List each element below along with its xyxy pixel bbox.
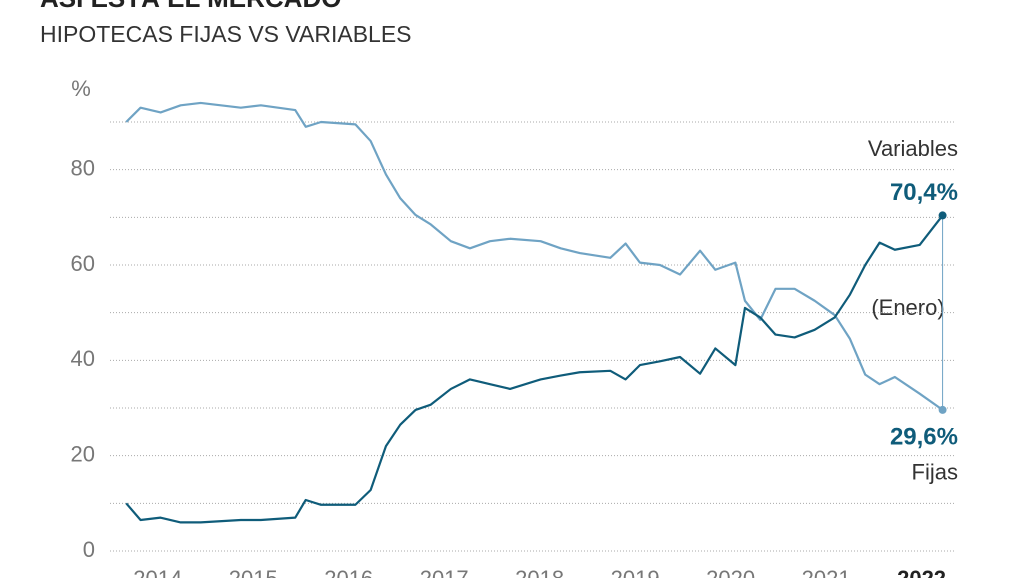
x-tick-label: 2017 [420,566,469,578]
chart-title: ASÍ ESTÁ EL MERCADO [40,0,341,13]
series-name: Fijas [912,460,958,485]
x-tick-label: 2018 [515,566,564,578]
series-line [125,214,944,524]
end-point [938,405,947,414]
x-tick-label: 2016 [324,566,373,578]
series-line [125,101,944,411]
x-tick-label: 2019 [611,566,660,578]
y-tick-label: 80 [71,155,95,180]
y-axis-label: % [71,76,91,101]
value-label: 29,6% [890,423,958,450]
x-tick-label: 2022 [897,566,946,578]
x-tick-label: 2021 [802,566,851,578]
chart-subtitle: HIPOTECAS FIJAS VS VARIABLES [40,21,412,47]
y-tick-label: 40 [71,346,95,371]
x-tick-label: 2020 [706,566,755,578]
annotation: (Enero) [871,295,944,320]
y-tick-label: 20 [71,441,95,466]
value-label: 70,4% [890,179,958,206]
x-tick-label: 2015 [229,566,278,578]
y-tick-label: 0 [83,537,95,562]
x-tick-label: 2014 [133,566,182,578]
end-point [938,211,947,220]
series-name: Variables [868,136,958,161]
y-tick-label: 60 [71,251,95,276]
